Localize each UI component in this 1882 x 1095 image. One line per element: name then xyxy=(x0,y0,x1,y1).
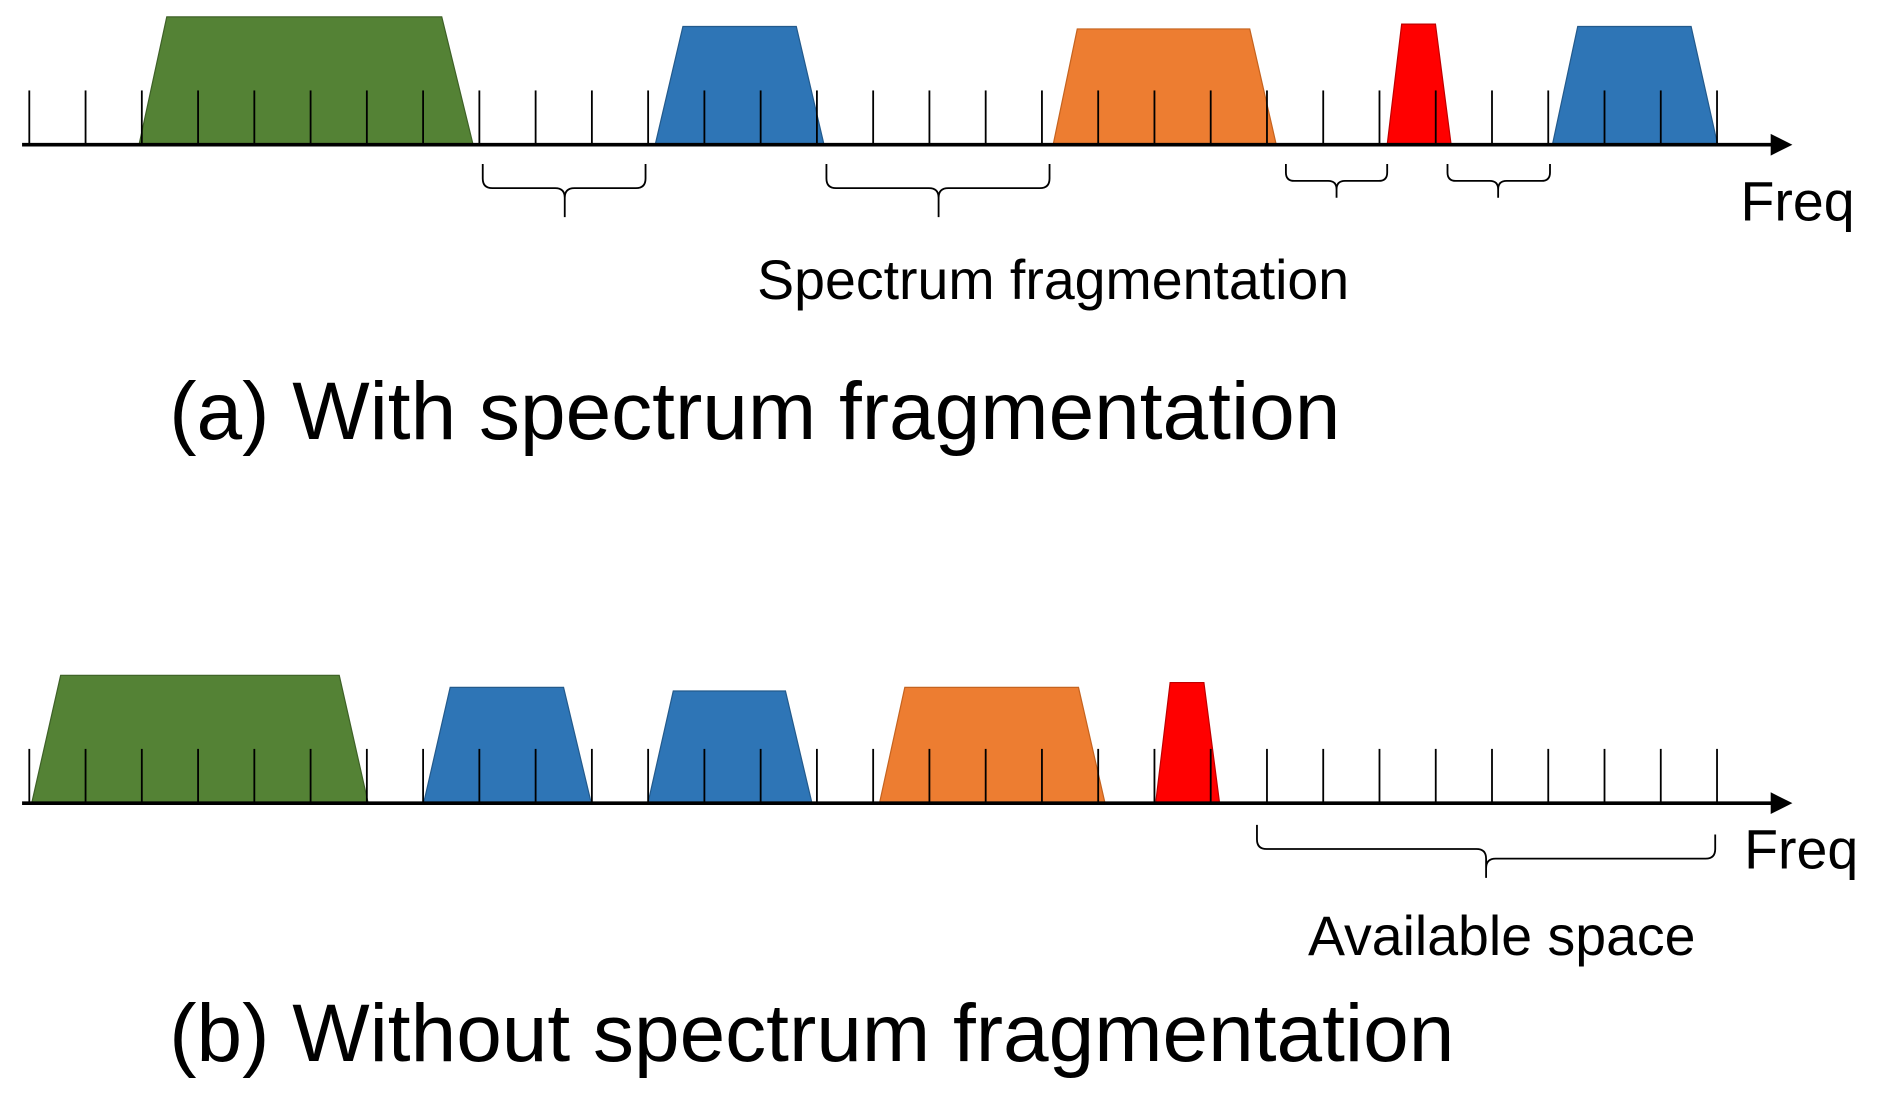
orange-channel xyxy=(878,686,1106,804)
caption: (b) Without spectrum fragmentation xyxy=(169,988,1454,1079)
panel-a: Freq Spectrum fragmentation (a) With spe… xyxy=(22,16,1855,457)
annotation: Available space xyxy=(1308,905,1696,967)
gap-brace xyxy=(825,164,1051,218)
gap-brace xyxy=(1446,164,1551,198)
blue-channel xyxy=(654,25,825,146)
tick-group xyxy=(28,748,1718,804)
gap-brace xyxy=(1284,164,1389,198)
blue-channel xyxy=(1551,25,1719,146)
blue-channel xyxy=(647,690,813,804)
axis-arrow xyxy=(1770,133,1793,156)
green-channel xyxy=(30,674,369,804)
orange-channel xyxy=(1052,28,1278,146)
blue-channel xyxy=(422,686,593,804)
red-channel xyxy=(1386,23,1452,146)
caption: (a) With spectrum fragmentation xyxy=(169,366,1340,457)
panel-b: Freq Available space (b) Without spectru… xyxy=(22,674,1858,1079)
tick-group xyxy=(28,90,1718,145)
axis-label: Freq xyxy=(1741,171,1855,233)
gap-brace xyxy=(481,164,647,218)
annotation: Spectrum fragmentation xyxy=(757,249,1349,311)
axis-arrow xyxy=(1770,792,1793,815)
axis-label: Freq xyxy=(1744,818,1858,880)
available-brace xyxy=(1256,824,1717,878)
brace-group xyxy=(481,164,1551,218)
